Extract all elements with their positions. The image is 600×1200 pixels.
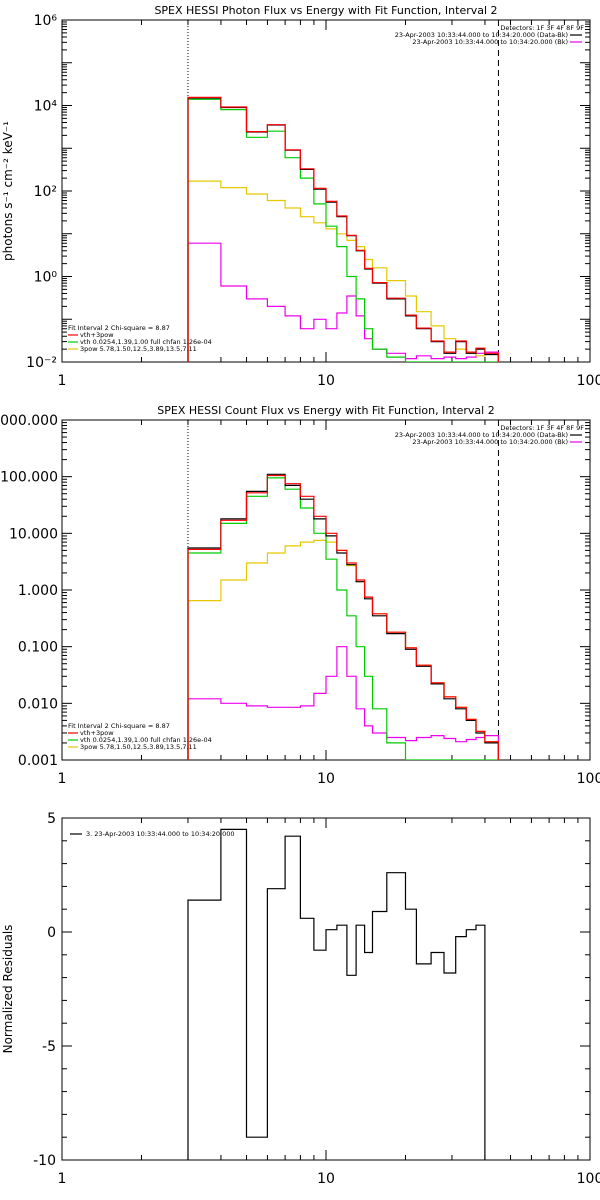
y-tick-label: 1.000	[18, 583, 58, 599]
x-tick-label: 10	[317, 373, 335, 389]
y-tick-label: 10⁴	[34, 99, 58, 115]
series-bkg	[187, 646, 499, 760]
legend-entry: vth+3pow	[80, 729, 114, 737]
x-tick-label: 100	[577, 1171, 600, 1187]
plot-2: SPEX HESSI Count Flux vs Energy with Fit…	[0, 404, 600, 787]
plot-title: SPEX HESSI Photon Flux vs Energy with Fi…	[154, 4, 497, 17]
x-tick-label: 1	[58, 373, 67, 389]
series-vth-plus-3pow	[187, 474, 499, 760]
y-axis-label: photons s⁻¹ cm⁻² keV⁻¹	[1, 121, 15, 261]
series-residuals	[187, 828, 486, 1160]
fit-legend-header: Fit Interval 2 Chi-square = 8.87	[68, 324, 170, 332]
legend-entry: 3pow 5.78,1.50,12.5,3.89,13.5,7.11	[80, 743, 197, 751]
fit-legend-header: Fit Interval 2 Chi-square = 8.87	[68, 722, 170, 730]
series-3pow	[187, 539, 499, 760]
y-tick-label: 0.001	[18, 753, 58, 769]
x-tick-label: 1	[58, 1171, 67, 1187]
legend-entry: vth 0.0254,1.39,1.00 full chfan 1.26e-04	[80, 736, 212, 744]
y-tick-label: -5	[42, 1039, 56, 1055]
x-tick-label: 1	[58, 771, 67, 787]
y-axis-label: Normalized Residuals	[1, 925, 15, 1054]
plot-1: SPEX HESSI Photon Flux vs Energy with Fi…	[1, 4, 600, 389]
plot-title: SPEX HESSI Count Flux vs Energy with Fit…	[157, 404, 494, 417]
x-tick-label: 10	[317, 771, 335, 787]
legend-entry: 3pow 5.78,1.50,12.5,3.89,13.5,7.11	[80, 345, 197, 353]
x-tick-label: 10	[317, 1171, 335, 1187]
y-tick-label: 100.000	[0, 470, 58, 486]
x-tick-label: 100	[577, 373, 600, 389]
y-tick-label: 0.100	[18, 640, 58, 656]
data-series	[187, 828, 486, 1160]
y-tick-label: 10⁻²	[26, 355, 57, 371]
y-tick-label: 0.010	[18, 696, 58, 712]
data-series	[187, 96, 499, 362]
interval-label: 23-Apr-2003 10:33:44.000 to 10:34:20.000…	[412, 38, 568, 46]
legend-entry: vth+3pow	[80, 331, 114, 339]
interval-label: 23-Apr-2003 10:33:44.000 to 10:34:20.000…	[395, 31, 568, 39]
y-tick-label: 10⁰	[34, 270, 58, 286]
plot-frame	[61, 817, 591, 1161]
series-total	[187, 473, 499, 760]
y-tick-label: 10²	[34, 184, 57, 200]
interval-label: 23-Apr-2003 10:33:44.000 to 10:34:20.000…	[412, 438, 568, 446]
x-tick-label: 100	[577, 771, 600, 787]
detectors-label: Detectors: 1F 3F 4F 8F 9F	[500, 424, 584, 432]
y-tick-label: 10.000	[9, 526, 58, 542]
series-total	[187, 97, 499, 362]
detectors-label: Detectors: 1F 3F 4F 8F 9F	[500, 24, 584, 32]
series-3pow	[187, 180, 499, 362]
interval-label: 23-Apr-2003 10:33:44.000 to 10:34:20.000…	[395, 431, 568, 439]
y-tick-label: 0	[47, 925, 56, 941]
legend-entry: vth 0.0254,1.39,1.00 full chfan 1.26e-04	[80, 338, 212, 346]
y-tick-label: -10	[33, 1153, 56, 1169]
plot-frame	[61, 419, 591, 761]
data-series	[187, 473, 499, 760]
plot-3: 1 10 100 -10 -5 0 5 Normalized Residuals 3. 23-A…	[1, 811, 600, 1187]
series-bkg	[187, 242, 499, 362]
series-vth	[187, 98, 499, 362]
series-vth-plus-3pow	[187, 96, 499, 362]
y-tick-label: 10⁶	[34, 13, 58, 29]
y-tick-label: 5	[47, 811, 56, 827]
legend-entry: 3. 23-Apr-2003 10:33:44.000 to 10:34:20.…	[86, 830, 235, 838]
